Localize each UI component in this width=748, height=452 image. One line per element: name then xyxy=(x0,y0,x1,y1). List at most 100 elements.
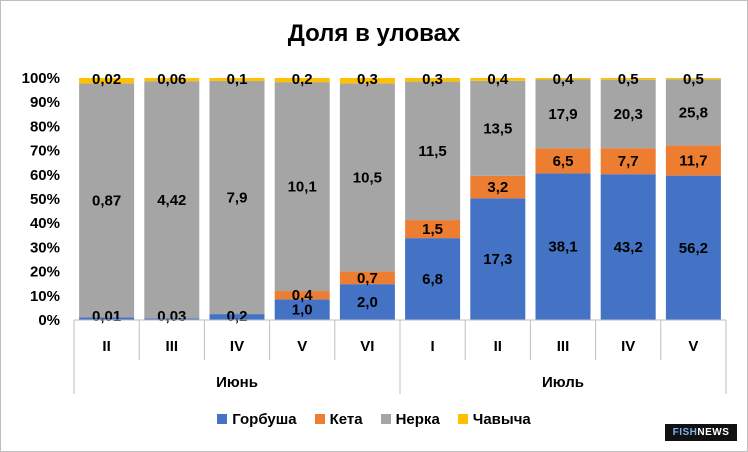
data-label: 0,2 xyxy=(227,308,248,325)
y-tick-label: 50% xyxy=(30,191,60,208)
x-tick-label: IV xyxy=(621,338,635,355)
data-label: 0,7 xyxy=(357,270,378,287)
data-label: 20,3 xyxy=(614,106,643,123)
legend-swatch xyxy=(314,414,325,424)
bar-segment xyxy=(274,78,330,83)
data-label: 0,3 xyxy=(422,71,443,88)
data-label: 1,5 xyxy=(422,221,443,238)
bar-segment xyxy=(535,148,591,174)
x-group-label: Июль xyxy=(542,374,584,391)
chart-legend: Горбуша Кета Нерка Чавыча xyxy=(0,411,748,428)
legend-label: Нерка xyxy=(395,411,440,428)
bar-segment xyxy=(600,174,656,320)
legend-swatch xyxy=(217,414,228,424)
bar-segment xyxy=(470,78,526,81)
data-label: 13,5 xyxy=(483,120,512,137)
x-tick-label: V xyxy=(297,338,307,355)
bar-segment xyxy=(339,284,395,320)
legend-item: Кета xyxy=(314,411,363,428)
data-label: 0,01 xyxy=(92,308,121,325)
bar-segment xyxy=(405,81,461,221)
bar-segment xyxy=(274,82,330,292)
bar-segment xyxy=(209,314,265,320)
data-label: 0,5 xyxy=(683,71,704,88)
data-label: 10,1 xyxy=(288,179,317,196)
bar-segment xyxy=(405,78,461,82)
bar-segment xyxy=(600,148,656,175)
data-label: 0,5 xyxy=(618,71,639,88)
data-label: 0,06 xyxy=(157,71,186,88)
bar-segment xyxy=(79,78,135,84)
bar-segment xyxy=(665,78,721,80)
data-label: 0,1 xyxy=(227,71,248,88)
legend-swatch xyxy=(457,414,468,424)
y-tick-label: 30% xyxy=(30,239,60,256)
legend-label: Горбуша xyxy=(232,411,297,428)
data-label: 0,2 xyxy=(292,71,313,88)
data-label: 0,03 xyxy=(157,308,186,325)
y-tick-label: 90% xyxy=(30,94,60,111)
x-tick-label: I xyxy=(431,338,435,355)
x-tick-label: II xyxy=(494,338,502,355)
bar-segment xyxy=(79,317,135,320)
data-label: 0,3 xyxy=(357,71,378,88)
data-label: 0,4 xyxy=(292,287,314,304)
bar-segment xyxy=(535,173,591,320)
bar-segment xyxy=(470,80,526,176)
data-label: 3,2 xyxy=(487,179,508,196)
data-label: 7,7 xyxy=(618,153,639,170)
y-tick-label: 60% xyxy=(30,167,60,184)
bar-segment xyxy=(600,79,656,149)
logo-part-fish: FISH xyxy=(672,427,698,438)
data-label: 6,5 xyxy=(553,153,574,170)
bar-segment xyxy=(144,318,200,320)
data-label: 17,3 xyxy=(483,251,512,268)
y-tick-label: 0% xyxy=(38,312,60,329)
bar-segment xyxy=(405,220,461,239)
data-label: 56,2 xyxy=(679,240,708,257)
data-label: 2,0 xyxy=(357,294,378,311)
data-label: 4,42 xyxy=(157,192,186,209)
bar-segment xyxy=(405,238,461,320)
data-label: 11,7 xyxy=(679,153,707,170)
data-label: 25,8 xyxy=(679,104,708,121)
bar-segment xyxy=(470,175,526,199)
bar-segment xyxy=(665,79,721,146)
bar-segment xyxy=(535,79,591,149)
legend-item: Чавыча xyxy=(457,411,531,428)
bar-segment xyxy=(665,175,721,320)
y-tick-label: 70% xyxy=(30,143,60,160)
legend-item: Нерка xyxy=(380,411,440,428)
logo-part-news: NEWS xyxy=(697,427,730,438)
x-tick-label: II xyxy=(102,338,110,355)
legend-swatch xyxy=(380,414,391,424)
legend-label: Чавыча xyxy=(472,411,531,428)
x-tick-label: IV xyxy=(230,338,244,355)
data-label: 38,1 xyxy=(548,239,577,256)
bar-segment xyxy=(144,81,200,319)
y-tick-label: 100% xyxy=(22,70,60,87)
bar-segment xyxy=(339,78,395,84)
bar-segment xyxy=(600,78,656,80)
fishnews-logo: FISHNEWS xyxy=(665,424,737,441)
x-tick-label: III xyxy=(557,338,570,355)
data-label: 0,4 xyxy=(487,71,509,88)
data-label: 0,87 xyxy=(92,192,121,209)
bar-segment xyxy=(144,78,200,82)
bar-segment xyxy=(470,198,526,320)
x-group-label: Июнь xyxy=(216,374,258,391)
bar-segment xyxy=(339,271,395,285)
bar-segment xyxy=(274,291,330,300)
bar-segment xyxy=(79,83,135,318)
data-label: 0,02 xyxy=(92,71,121,88)
chart-title: Доля в уловах xyxy=(287,20,461,47)
legend-item: Горбуша xyxy=(217,411,297,428)
data-label: 6,8 xyxy=(422,271,443,288)
bar-segment xyxy=(209,78,265,81)
x-tick-label: III xyxy=(166,338,179,355)
x-tick-label: V xyxy=(688,338,698,355)
data-label: 11,5 xyxy=(418,143,446,160)
legend-label: Кета xyxy=(329,411,363,428)
data-label: 10,5 xyxy=(353,169,382,186)
